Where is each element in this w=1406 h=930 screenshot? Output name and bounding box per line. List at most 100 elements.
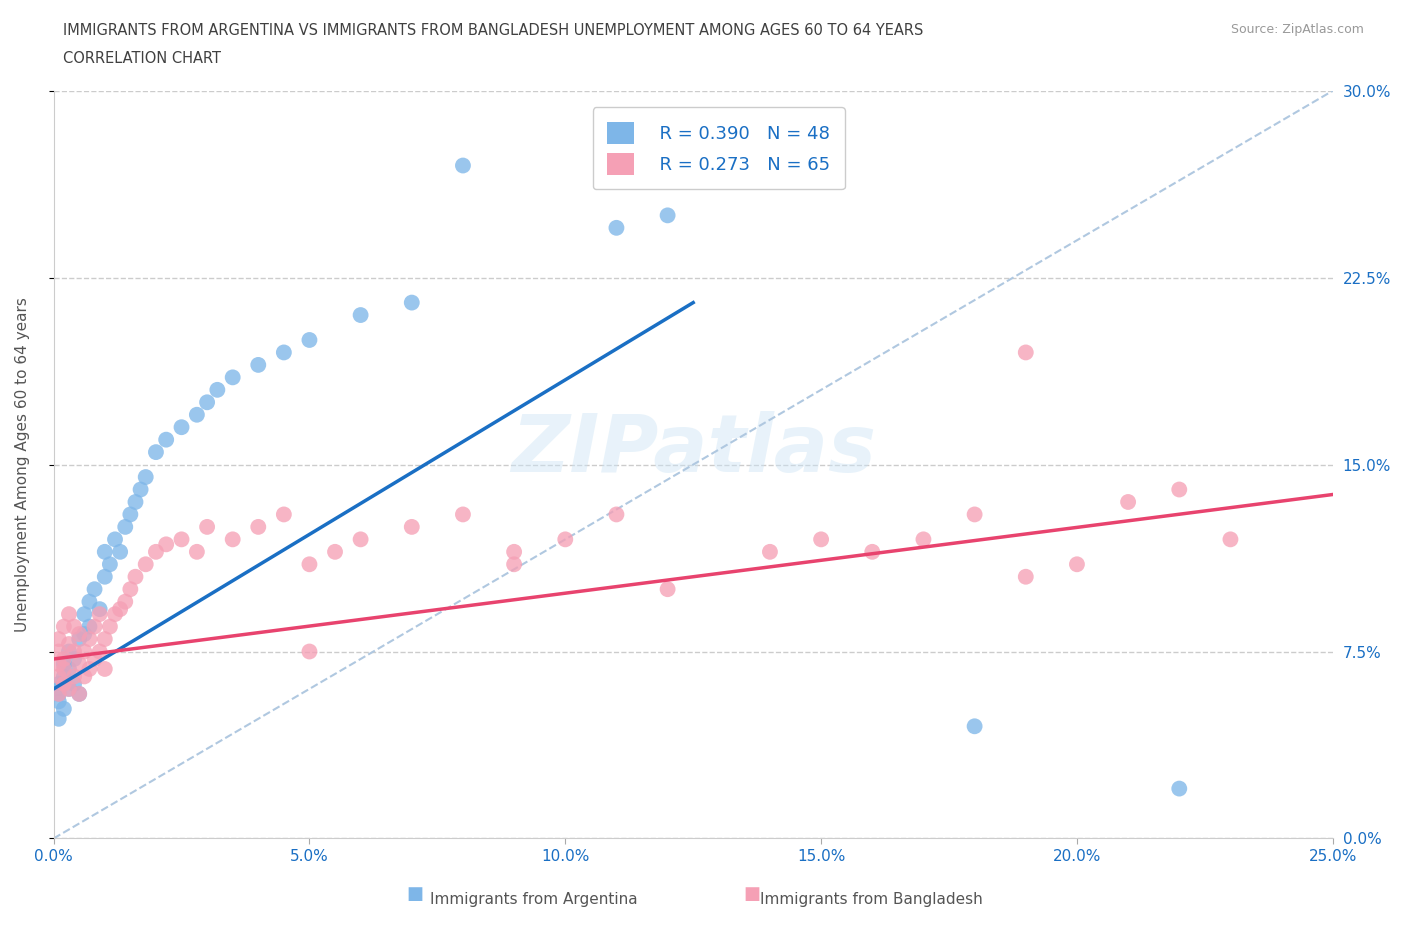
Point	[195, 395, 218, 410]
Point	[73, 627, 96, 642]
Point	[58, 682, 80, 697]
Point	[657, 582, 679, 597]
Point	[89, 602, 111, 617]
Point	[124, 569, 146, 584]
Point	[298, 333, 321, 348]
Point	[451, 507, 474, 522]
Point	[73, 644, 96, 659]
Point	[401, 520, 423, 535]
Text: Immigrants from Argentina: Immigrants from Argentina	[430, 892, 638, 907]
Point	[120, 507, 142, 522]
Point	[963, 507, 986, 522]
Point	[52, 701, 75, 716]
Point	[1219, 532, 1241, 547]
Point	[89, 644, 111, 659]
Point	[48, 686, 70, 701]
Point	[48, 631, 70, 646]
Point	[273, 345, 295, 360]
Point	[79, 661, 101, 676]
Point	[195, 520, 218, 535]
Point	[79, 631, 101, 646]
Point	[298, 557, 321, 572]
Point	[114, 594, 136, 609]
Point	[222, 370, 245, 385]
Point	[104, 606, 127, 621]
Point	[89, 606, 111, 621]
Point	[48, 682, 70, 697]
Point	[58, 637, 80, 652]
Point	[451, 158, 474, 173]
Point	[67, 686, 90, 701]
Point	[120, 582, 142, 597]
Point	[63, 619, 86, 634]
Point	[1168, 482, 1191, 497]
Point	[129, 482, 152, 497]
Point	[63, 644, 86, 659]
Point	[1168, 781, 1191, 796]
Point	[1116, 495, 1139, 510]
Point	[186, 407, 208, 422]
Point	[170, 532, 193, 547]
Point	[94, 661, 117, 676]
Point	[94, 569, 117, 584]
Point	[247, 357, 270, 372]
Point	[63, 669, 86, 684]
Point	[58, 682, 80, 697]
Point	[186, 544, 208, 559]
Point	[52, 676, 75, 691]
Point	[170, 419, 193, 434]
Point	[98, 619, 121, 634]
Point	[52, 661, 75, 676]
Point	[759, 544, 782, 559]
Point	[222, 532, 245, 547]
Point	[155, 432, 177, 447]
Point	[48, 694, 70, 709]
Point	[58, 661, 80, 676]
Point	[48, 686, 70, 701]
Point	[104, 532, 127, 547]
Point	[605, 507, 627, 522]
Point	[94, 631, 117, 646]
Point	[73, 669, 96, 684]
Point	[298, 644, 321, 659]
Point	[58, 606, 80, 621]
Text: ZIPatlas: ZIPatlas	[510, 411, 876, 488]
Text: ■: ■	[406, 885, 423, 903]
Point	[323, 544, 346, 559]
Point	[52, 619, 75, 634]
Point	[912, 532, 935, 547]
Text: IMMIGRANTS FROM ARGENTINA VS IMMIGRANTS FROM BANGLADESH UNEMPLOYMENT AMONG AGES : IMMIGRANTS FROM ARGENTINA VS IMMIGRANTS …	[63, 23, 924, 38]
Point	[73, 606, 96, 621]
Point	[67, 657, 90, 671]
Y-axis label: Unemployment Among Ages 60 to 64 years: Unemployment Among Ages 60 to 64 years	[15, 298, 30, 632]
Point	[94, 544, 117, 559]
Point	[657, 208, 679, 223]
Point	[52, 652, 75, 667]
Point	[83, 619, 105, 634]
Point	[48, 644, 70, 659]
Point	[79, 594, 101, 609]
Point	[503, 557, 526, 572]
Point	[1015, 569, 1038, 584]
Point	[155, 537, 177, 551]
Point	[108, 544, 131, 559]
Point	[58, 644, 80, 659]
Point	[83, 652, 105, 667]
Point	[810, 532, 832, 547]
Point	[349, 532, 371, 547]
Point	[135, 470, 157, 485]
Text: CORRELATION CHART: CORRELATION CHART	[63, 51, 221, 66]
Text: ■: ■	[744, 885, 761, 903]
Point	[349, 308, 371, 323]
Point	[1066, 557, 1088, 572]
Point	[401, 295, 423, 310]
Point	[52, 657, 75, 671]
Legend:   R = 0.390   N = 48,   R = 0.273   N = 65: R = 0.390 N = 48, R = 0.273 N = 65	[592, 107, 845, 189]
Point	[48, 676, 70, 691]
Point	[135, 557, 157, 572]
Point	[273, 507, 295, 522]
Point	[48, 657, 70, 671]
Point	[145, 445, 167, 459]
Point	[52, 669, 75, 684]
Text: Source: ZipAtlas.com: Source: ZipAtlas.com	[1230, 23, 1364, 36]
